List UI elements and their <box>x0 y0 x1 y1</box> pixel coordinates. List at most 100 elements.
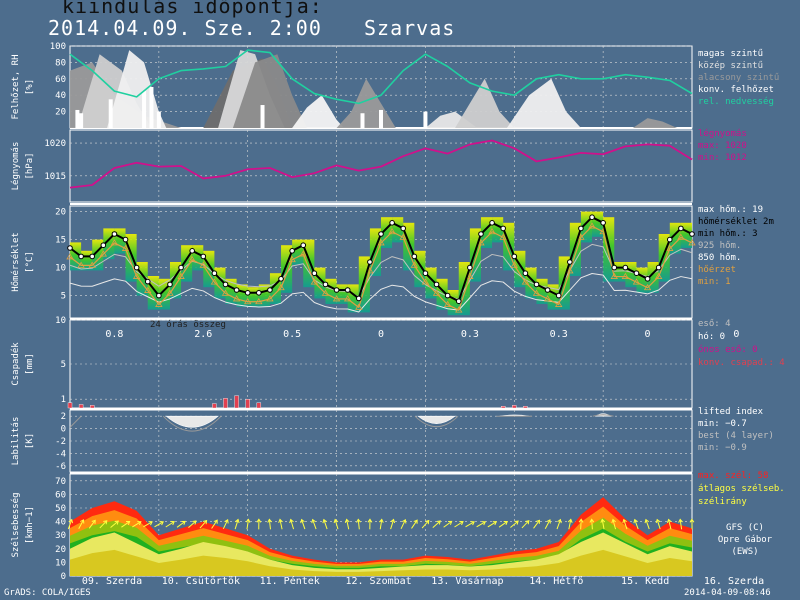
wind-arrow-shaft <box>400 519 406 530</box>
temp-range-block <box>580 211 593 243</box>
feels-like-marker <box>310 278 319 285</box>
wind-arrow-head <box>402 519 407 524</box>
y-axis-title: Labilitás <box>11 417 21 466</box>
wind-arrow-head <box>367 518 373 523</box>
wind-arrow-head <box>481 521 487 526</box>
wind-arrow <box>344 518 350 530</box>
temp-range-block <box>514 250 526 288</box>
convective-cloud-bar <box>108 99 113 128</box>
wind-arrow-shaft <box>312 519 317 530</box>
y-tick-label: 100 <box>50 42 66 52</box>
temp-point <box>244 290 251 296</box>
temp-range-block <box>147 276 159 310</box>
wind-arrow <box>476 521 487 528</box>
temp-point <box>222 281 229 288</box>
cloud-layer <box>292 95 344 128</box>
wind-arrow <box>567 518 573 530</box>
wind-arrow-shaft <box>357 519 360 530</box>
temp-point <box>511 253 518 260</box>
wind-arrow-head <box>159 521 164 526</box>
temp-850-line <box>69 272 693 313</box>
feels-like-marker <box>155 300 163 307</box>
wind-arrow <box>487 521 498 528</box>
temp-point <box>211 270 218 277</box>
wind-arrow <box>234 518 240 530</box>
convective-cloud-bar <box>142 91 147 128</box>
feels-like-marker <box>588 222 596 229</box>
feels-like-marker <box>366 267 374 274</box>
temp-range-block <box>303 239 315 288</box>
wind-arrow <box>143 521 153 528</box>
temp-point <box>567 259 573 265</box>
temp-range-block <box>269 273 282 304</box>
y-tick-label: 80 <box>55 58 66 68</box>
wind-arrow <box>521 520 530 529</box>
wind-arrow <box>666 518 672 530</box>
precip-bar <box>245 399 250 409</box>
precip-bar <box>234 395 239 409</box>
temp-point <box>533 281 540 288</box>
wind-arrow <box>176 520 186 528</box>
wind-arrow-head <box>503 520 509 525</box>
temp-range-block <box>469 228 481 282</box>
wind-arrow-head <box>390 518 396 524</box>
legend-entry: 850 hőm. <box>698 253 741 263</box>
wind-arrow <box>311 518 317 530</box>
legend-entry: max. szél: 58 <box>698 470 768 481</box>
wind-arrow <box>121 520 131 528</box>
wind-arrow <box>411 519 418 529</box>
feels-like-marker <box>66 253 74 260</box>
wind-arrow-head <box>514 520 519 525</box>
wind-arrow-shaft <box>580 519 582 530</box>
feels-like-marker <box>555 300 563 307</box>
wind-arrow <box>78 519 85 529</box>
wind-arrow <box>154 521 164 528</box>
best-index-line <box>162 415 222 432</box>
temp-point <box>522 270 529 277</box>
temp-range-block <box>247 287 259 307</box>
feels-like-marker <box>621 272 630 279</box>
temp-point <box>367 259 373 265</box>
temp-range-block <box>480 217 493 248</box>
temp-range-block <box>592 211 604 237</box>
wind-arrow-shaft <box>454 521 464 528</box>
rh-line <box>69 49 693 105</box>
feels-like-marker <box>177 272 185 279</box>
temp-925-line <box>69 243 693 300</box>
legend-entry: max: 1020 <box>698 141 747 151</box>
temp-range-block <box>503 222 515 271</box>
feels-like-marker <box>199 261 207 268</box>
daily-total-value: 0 <box>733 329 739 340</box>
y-tick-label: -4 <box>55 449 66 459</box>
convective-cloud-bar <box>79 113 84 128</box>
wind-arrow <box>165 521 175 528</box>
temp-range-block <box>236 284 248 307</box>
temp-point <box>322 281 329 288</box>
feels-like-marker <box>654 272 663 279</box>
temp-range-block <box>336 284 348 304</box>
temp-range-block <box>225 278 237 304</box>
precip-bar <box>256 402 262 409</box>
temp-range-block <box>436 278 448 310</box>
wind-arrow <box>67 518 74 530</box>
temp-point <box>178 264 184 271</box>
wind-arrow-shaft <box>334 519 339 530</box>
feels-like-marker <box>266 295 274 302</box>
wind-arrow-head <box>137 521 142 526</box>
wind-arrow <box>222 518 229 530</box>
wind-arrow-shaft <box>668 519 672 530</box>
wind-arrow-head <box>611 518 616 524</box>
wind-arrow <box>454 521 464 528</box>
feels-like-marker <box>355 303 363 310</box>
feels-like-marker <box>221 289 230 296</box>
cloud-layer <box>455 78 515 128</box>
daily-total-value: 0 <box>645 329 651 340</box>
feels-like-marker <box>321 289 330 296</box>
y-tick-label: 1 <box>61 395 66 405</box>
wind-arrow-head <box>80 519 85 524</box>
y-tick-label: 15 <box>55 236 66 246</box>
wind-arrow-head <box>91 519 96 524</box>
wind-arrow-shaft <box>176 520 186 528</box>
legend-entry: konv. felhőzet <box>698 85 774 95</box>
wind-arrow-head <box>666 518 672 524</box>
